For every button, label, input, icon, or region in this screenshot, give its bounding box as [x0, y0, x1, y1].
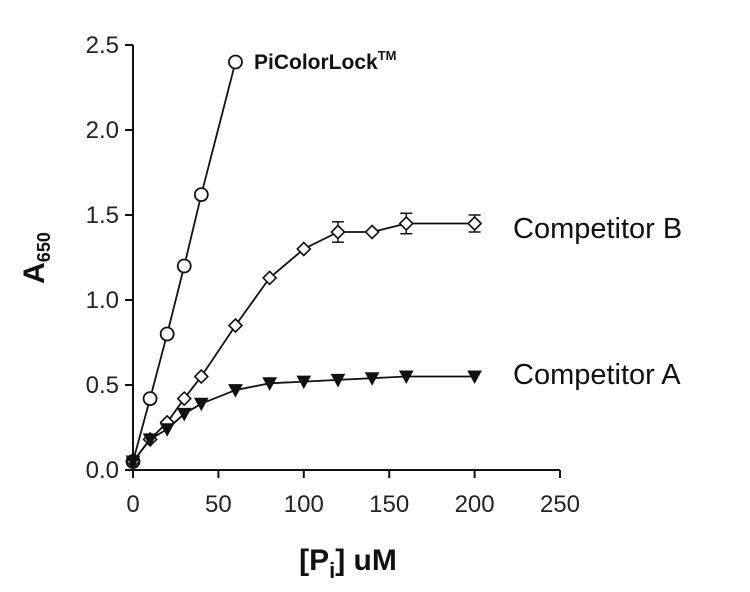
chart-labels: [Pi] uM A650 PiColorLockTM Competitor B Comp…: [18, 48, 682, 583]
chart-series: [125, 54, 483, 470]
data-point: [193, 368, 209, 385]
x-tick-label: 250: [540, 491, 580, 518]
y-axis-title-main: A: [18, 262, 51, 284]
data-point: [364, 224, 380, 240]
data-point: [466, 215, 483, 232]
y-tick-label: 0.0: [86, 457, 119, 484]
data-point: [262, 270, 278, 286]
data-point: [398, 215, 414, 232]
x-tick-label: 50: [205, 491, 232, 518]
data-point: [262, 377, 277, 391]
x-tick-label: 100: [284, 491, 324, 518]
series-label-sup: TM: [378, 48, 397, 63]
data-point: [176, 390, 192, 407]
x-axis-title: [Pi] uM: [299, 544, 397, 583]
data-point: [193, 397, 209, 412]
data-point: [176, 407, 192, 422]
series-line: [132, 61, 237, 462]
series-label-picolorlock: PiColorLockTM: [254, 48, 396, 74]
data-point: [227, 317, 244, 334]
y-tick-label: 2.0: [86, 117, 119, 144]
data-point: [228, 384, 243, 398]
y-tick-label: 0.5: [86, 372, 119, 399]
series-label-competitor-a: Competitor A: [513, 359, 681, 391]
data-point: [176, 258, 192, 274]
x-axis-title-pre: [P: [299, 544, 329, 577]
y-axis-title: A650: [18, 232, 54, 284]
data-point: [296, 375, 312, 390]
data-point: [330, 373, 346, 388]
data-point: [125, 455, 141, 470]
x-axis-title-sub: i: [329, 558, 335, 583]
data-point: [159, 326, 175, 342]
data-point: [142, 391, 158, 407]
series-2: [125, 370, 482, 470]
data-point: [228, 54, 243, 70]
data-point: [193, 187, 209, 203]
data-point: [159, 423, 175, 437]
chart-axes: 0.0 0.5 1.0 1.5 2.0 2.5 0 50 100 150 200 250: [86, 32, 580, 518]
y-axis-title-sub: 650: [34, 232, 54, 262]
data-point: [467, 370, 482, 385]
data-point: [364, 372, 380, 386]
y-tick-label: 1.0: [86, 287, 119, 314]
x-tick-label: 0: [126, 491, 139, 518]
series-label-name: PiColorLock: [254, 51, 378, 74]
x-axis-title-post: ] uM: [335, 544, 397, 577]
data-point: [142, 433, 158, 447]
y-tick-label: 2.5: [86, 32, 119, 59]
x-tick-label: 200: [455, 491, 495, 518]
y-tick-label: 1.5: [86, 202, 119, 229]
x-tick-label: 150: [369, 491, 409, 518]
data-point: [296, 241, 312, 257]
series-label-competitor-b: Competitor B: [513, 213, 682, 245]
data-point: [330, 224, 346, 240]
data-point: [398, 370, 414, 385]
series-1: [125, 212, 483, 470]
